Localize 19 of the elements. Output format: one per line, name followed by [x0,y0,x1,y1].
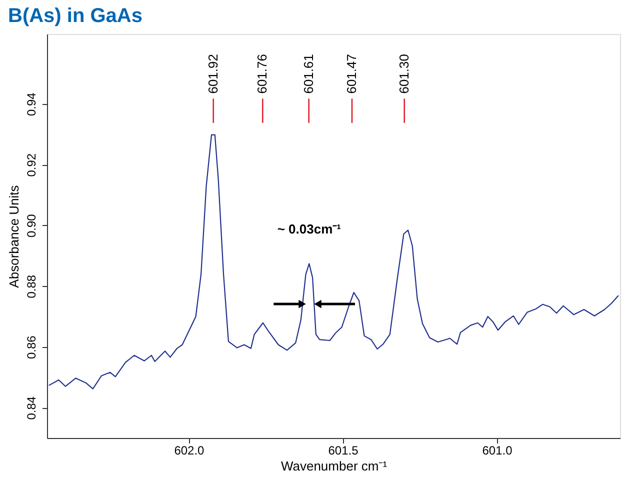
y-tick-label: 0.92 [24,153,38,177]
x-tick-label: 601.5 [328,444,359,458]
y-tick-label: 0.94 [24,92,38,116]
ref-line-label: 601.76 [254,54,270,94]
line-series [48,134,620,390]
x-tick-label: 601.0 [482,444,513,458]
y-tick-label: 0.84 [24,396,38,420]
x-axis-title: Wavenumber cm⁻¹ [280,458,388,474]
chart-title: B(As) in GaAs [8,5,142,27]
y-axis-title: Absorbance Units [6,184,22,288]
y-tick-label: 0.88 [24,274,38,298]
annotation: ~ 0.03cm⁻¹ [277,222,341,237]
ref-line-label: 601.47 [344,54,359,94]
ref-line-label: 601.30 [396,54,412,94]
ref-line-label: 601.92 [205,54,220,94]
y-tick-label: 0.90 [24,214,38,238]
ref-line-label: 601.61 [300,54,316,94]
x-tick-label: 602.0 [174,444,205,458]
y-tick-label: 0.86 [24,335,38,360]
